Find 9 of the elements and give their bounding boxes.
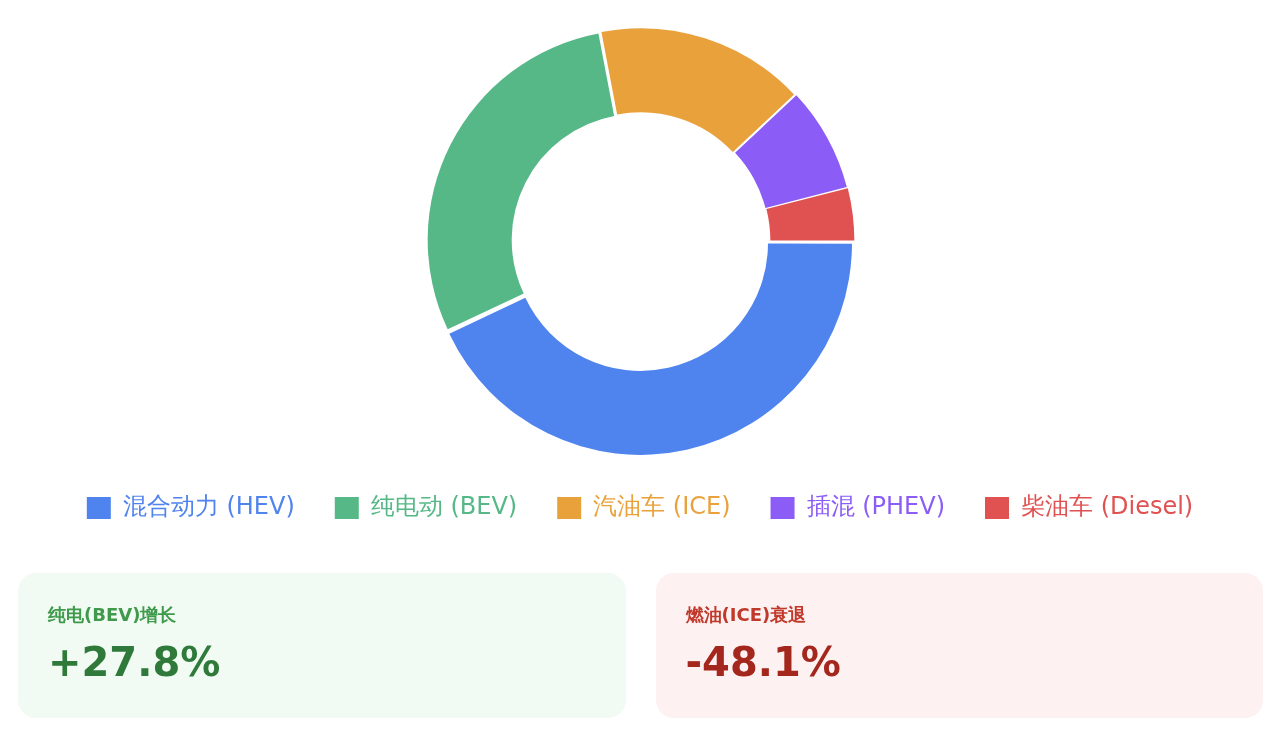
text: 燃油(ICE)衰退	[685, 603, 808, 627]
legend-label: 纯电动 (BEV)	[370, 492, 518, 521]
legend-label: 柴油车 (Diesel)	[1021, 492, 1194, 521]
legend-label: 混合动力 (HEV)	[122, 492, 295, 521]
text: 纯电(BEV)增长	[48, 603, 178, 627]
legend-label: 插混 (PHEV)	[806, 492, 946, 521]
text: +27.8%	[48, 639, 222, 685]
legend-label: 汽油车 (ICE)	[593, 492, 731, 521]
text: -48.1%	[685, 639, 842, 685]
